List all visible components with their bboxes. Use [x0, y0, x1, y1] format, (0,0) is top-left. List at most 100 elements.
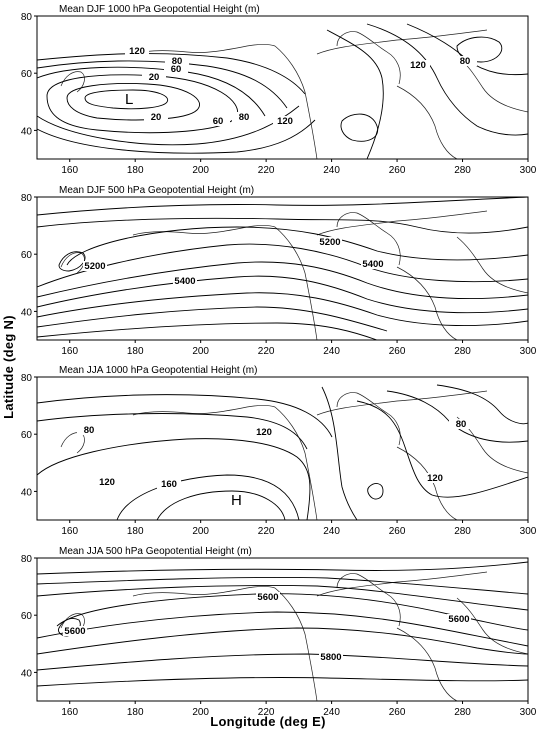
contour-line: [37, 275, 528, 314]
map-content: 5200 5400 5200 5400: [37, 197, 528, 340]
x-tick-label: 180: [127, 526, 144, 537]
plot-frame: [36, 196, 529, 341]
contour-line: [37, 677, 528, 687]
contour-label-bg: [406, 60, 430, 70]
contour-label: 80: [460, 56, 471, 67]
coastline: [60, 71, 85, 93]
contour-label-bg: [125, 46, 149, 56]
x-tick-label: 300: [520, 707, 537, 718]
y-axis-title: Latitude (deg N): [1, 315, 16, 419]
contour-line: [367, 483, 384, 500]
contour-label-bg: [63, 626, 87, 636]
panel-title: Mean DJF 1000 hPa Geopotential Height (m…: [59, 4, 260, 15]
contour-label-bg: [256, 592, 280, 602]
x-tick-label: 280: [454, 526, 471, 537]
x-tick-label: 180: [127, 165, 144, 176]
coastline: [316, 390, 488, 416]
contour-line: [116, 474, 300, 520]
contour-label: 120: [129, 46, 145, 57]
contour-line: [84, 89, 169, 110]
contour-label-bg: [447, 614, 471, 624]
contour-label: 5200: [84, 261, 105, 272]
contour-line: [37, 438, 311, 520]
x-tick-label: 300: [520, 526, 537, 537]
y-tick-label: 80: [21, 193, 33, 204]
coastline: [132, 405, 276, 416]
y-tick-label: 80: [21, 12, 33, 23]
contour-line: [37, 322, 378, 340]
contour-line: [37, 585, 528, 611]
contour-line: [37, 561, 528, 575]
y-tick-label: 60: [21, 430, 33, 441]
y-tick-label: 80: [21, 373, 33, 384]
x-tick-label: 280: [454, 346, 471, 357]
y-tick-label: 60: [21, 250, 33, 261]
contour-label-bg: [142, 72, 166, 82]
y-tick-label: 80: [21, 554, 33, 565]
coastline: [336, 573, 401, 627]
x-tick-label: 260: [389, 707, 406, 718]
map-content: 80 120 160 120 120 80 H: [37, 384, 528, 520]
map-panel-3: 80 120 160 120 120 80 H Mean JJA 1000 hPa Geopo…: [21, 365, 537, 537]
x-tick-label: 260: [389, 165, 406, 176]
contour-label-bg: [95, 477, 119, 487]
contour-label-bg: [449, 419, 473, 429]
contour-label: 120: [99, 477, 115, 488]
contour-label: 80: [84, 425, 95, 436]
coastline: [316, 210, 488, 236]
x-tick-label: 260: [389, 526, 406, 537]
panel-title: Mean JJA 500 hPa Geopotential Height (m): [59, 546, 252, 557]
plot-frame: [36, 15, 529, 160]
contour-label-bg: [144, 112, 168, 122]
coastline: [132, 586, 276, 597]
contour-label-bg: [232, 112, 256, 122]
contour-label-bg: [252, 427, 276, 437]
contour-label-bg: [173, 276, 197, 286]
contour-line: [321, 386, 358, 520]
panel-title: Mean JJA 1000 hPa Geopotential Height (m…: [59, 365, 257, 376]
coastline: [336, 392, 401, 446]
contour-line: [366, 23, 528, 136]
y-tick-label: 40: [21, 126, 33, 137]
contour-label-bg: [77, 425, 101, 435]
x-tick-label: 160: [61, 165, 78, 176]
contour-label-bg: [318, 237, 342, 247]
y-tick-label: 40: [21, 668, 33, 679]
coastline: [274, 226, 318, 340]
coastline: [132, 44, 276, 55]
x-tick-label: 300: [520, 346, 537, 357]
contour-line: [386, 390, 528, 443]
y-tick-label: 60: [21, 611, 33, 622]
contour-line: [436, 384, 528, 425]
contour-line: [326, 29, 384, 159]
contour-label-bg: [319, 652, 343, 662]
coastline: [396, 627, 458, 701]
x-tick-label: 160: [61, 707, 78, 718]
x-tick-label: 200: [192, 526, 209, 537]
coastline: [396, 85, 458, 159]
x-tick-label: 220: [258, 707, 275, 718]
contour-label: 160: [161, 479, 177, 490]
coastline: [274, 45, 318, 159]
contour-label: 20: [149, 72, 160, 83]
contour-line: [37, 611, 528, 647]
x-tick-label: 160: [61, 526, 78, 537]
x-tick-label: 220: [258, 346, 275, 357]
x-tick-label: 200: [192, 346, 209, 357]
contour-label: 120: [427, 473, 443, 484]
high-pressure-marker: H: [231, 492, 242, 509]
contour-line: [37, 627, 528, 655]
contour-line: [37, 53, 306, 95]
plot-frame: [36, 376, 529, 521]
contour-line: [37, 261, 528, 300]
y-tick-label: 40: [21, 487, 33, 498]
x-tick-label: 220: [258, 165, 275, 176]
coastline: [456, 597, 528, 655]
contour-line: [37, 197, 528, 216]
coastline: [396, 446, 458, 520]
x-tick-label: 260: [389, 346, 406, 357]
contour-label: 120: [256, 427, 272, 438]
contour-label: 60: [213, 116, 224, 127]
